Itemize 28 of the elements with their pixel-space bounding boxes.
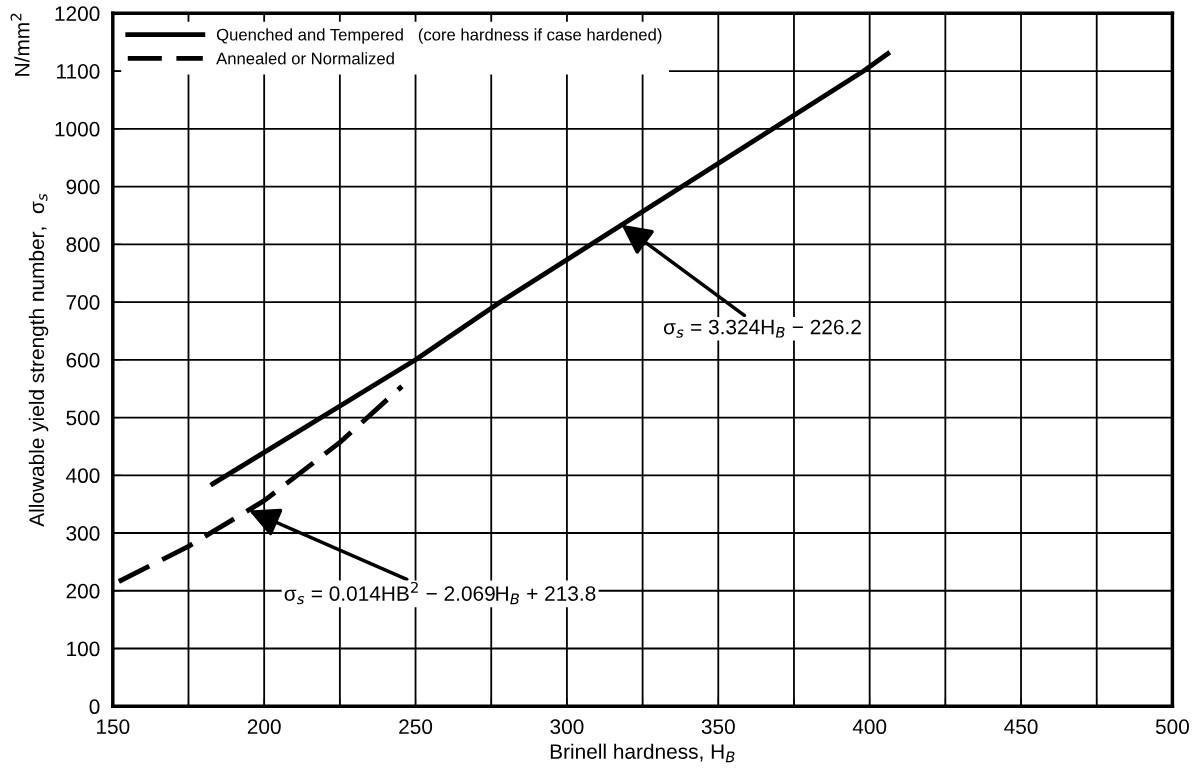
y-axis-title: Allowable yield strength number, σ$_{s}$ xyxy=(28,193,49,527)
x-tick-label: 200 xyxy=(247,719,281,735)
text: N/mm$^{2}$ xyxy=(10,13,30,76)
y-tick-label: 0 xyxy=(89,699,100,715)
y-tick-label: 700 xyxy=(66,295,100,310)
y-tick-label: 500 xyxy=(66,410,100,426)
legend-label: Quenched and Tempered (core hardness if case hardened) xyxy=(216,28,662,44)
x-tick-label: 500 xyxy=(1155,719,1189,735)
x-tick-label: 450 xyxy=(1004,719,1038,735)
y-tick-label: 100 xyxy=(67,641,100,657)
y-tick-label: 900 xyxy=(66,179,100,195)
y-tick-label: 600 xyxy=(66,352,100,368)
y-tick-label: 1100 xyxy=(57,64,100,79)
y-tick-label: 300 xyxy=(66,526,100,541)
y-tick-label: 800 xyxy=(66,237,100,253)
legend-label: Annealed or Normalized xyxy=(216,52,394,65)
y-tick-label: 1200 xyxy=(55,6,100,22)
y-tick-label: 200 xyxy=(66,583,100,599)
x-tick-label: 150 xyxy=(97,719,130,735)
annotation: σ$_{s}$ = 3.324H$_{B}$ − 226.2 xyxy=(663,319,861,338)
y-tick-label: 400 xyxy=(66,468,100,484)
y-tick-label: 1000 xyxy=(55,121,100,137)
x-tick-label: 300 xyxy=(550,719,584,735)
annotation: σ$_{s}$ = 0.014HB$^{2}$ − 2.069H$_{B}$ + 213.8 xyxy=(284,581,596,605)
x-axis-title: Brinell hardness, H$_{B}$ xyxy=(550,743,735,763)
x-tick-label: 350 xyxy=(701,719,735,735)
x-tick-label: 400 xyxy=(852,719,887,735)
x-tick-label: 250 xyxy=(399,719,433,735)
